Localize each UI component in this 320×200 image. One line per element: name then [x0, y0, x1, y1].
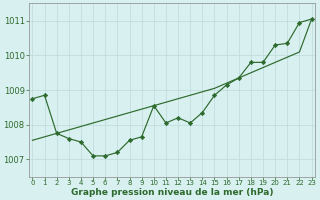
X-axis label: Graphe pression niveau de la mer (hPa): Graphe pression niveau de la mer (hPa) — [71, 188, 273, 197]
